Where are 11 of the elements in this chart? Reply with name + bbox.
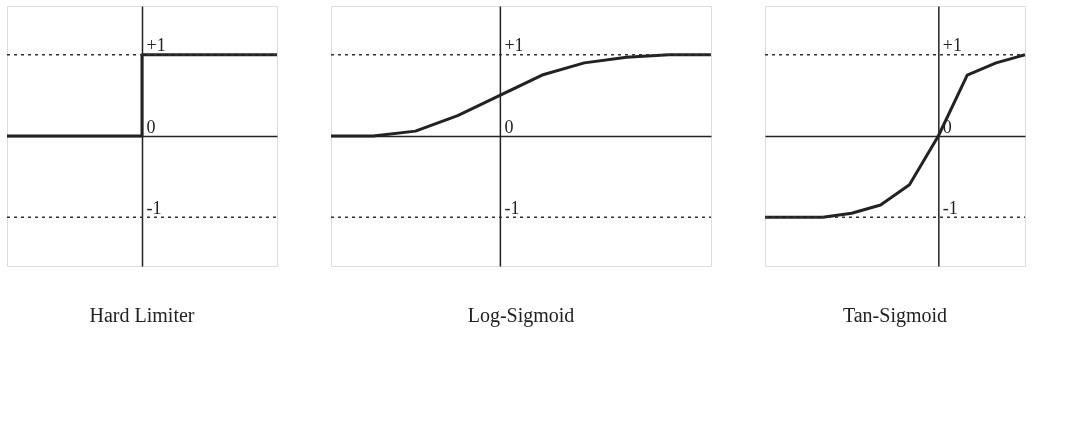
y-tick-label: -1 — [146, 197, 162, 218]
text: Log-Sigmoid — [467, 304, 575, 327]
text: Hard Limiter — [89, 304, 195, 326]
y-tick-label: +1 — [942, 35, 962, 56]
y-tick-label: 0 — [146, 116, 156, 137]
y-tick-label: +1 — [146, 35, 166, 56]
y-tick-label: -1 — [504, 197, 520, 218]
y-tick-label: 0 — [504, 116, 514, 137]
y-tick-label: -1 — [942, 197, 958, 218]
text: Tan-Sigmoid — [842, 304, 948, 327]
y-tick-label: +1 — [504, 35, 524, 56]
